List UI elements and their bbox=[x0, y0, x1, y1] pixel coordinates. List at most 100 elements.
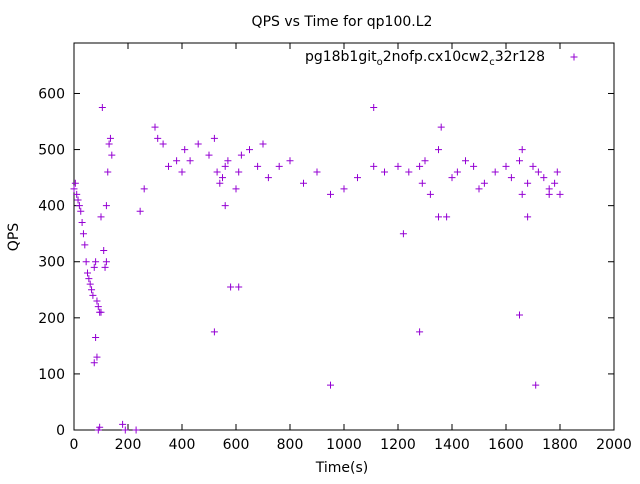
data-point bbox=[104, 168, 112, 176]
data-point bbox=[221, 202, 229, 210]
data-point bbox=[462, 157, 469, 165]
x-tick-label: 1200 bbox=[380, 437, 416, 453]
data-point bbox=[443, 213, 451, 221]
x-tick-label: 2000 bbox=[596, 437, 632, 453]
data-point bbox=[94, 303, 102, 311]
legend-label: pg18b1gito2nofp.cx10cw2c32r128 bbox=[305, 49, 545, 68]
data-point bbox=[102, 258, 110, 266]
data-point bbox=[105, 140, 113, 148]
data-point bbox=[556, 190, 564, 198]
data-point bbox=[532, 381, 540, 389]
data-point bbox=[136, 207, 144, 215]
data-point bbox=[194, 140, 202, 148]
data-point bbox=[313, 168, 321, 176]
legend-label-part: pg18b1git bbox=[305, 49, 377, 65]
x-tick-label: 800 bbox=[277, 437, 304, 453]
data-point bbox=[221, 162, 229, 170]
x-tick-label: 400 bbox=[169, 437, 196, 453]
data-point bbox=[106, 134, 114, 142]
data-point bbox=[502, 162, 510, 170]
data-point bbox=[96, 423, 104, 431]
data-point bbox=[259, 140, 267, 148]
data-point bbox=[100, 247, 108, 255]
data-point bbox=[140, 185, 148, 193]
data-point bbox=[77, 207, 85, 215]
data-point bbox=[426, 190, 434, 198]
data-point bbox=[435, 213, 442, 221]
legend-label-part: 2nofp.cx10cw2 bbox=[383, 49, 489, 65]
x-tick-label: 600 bbox=[223, 437, 250, 453]
data-point bbox=[210, 328, 218, 336]
data-point bbox=[524, 179, 532, 187]
data-point bbox=[399, 230, 407, 238]
data-point bbox=[93, 353, 101, 361]
data-point bbox=[435, 146, 442, 154]
data-point bbox=[101, 263, 109, 271]
data-point bbox=[74, 196, 82, 204]
data-point bbox=[71, 179, 79, 187]
y-tick-label: 400 bbox=[38, 199, 65, 215]
x-tick-label: 200 bbox=[115, 437, 142, 453]
data-point bbox=[181, 146, 189, 154]
legend-marker bbox=[570, 53, 578, 61]
data-point bbox=[210, 134, 218, 142]
data-point bbox=[90, 263, 98, 271]
data-point bbox=[73, 190, 81, 198]
data-point bbox=[97, 308, 105, 316]
data-point bbox=[237, 151, 245, 159]
data-point bbox=[518, 146, 526, 154]
data-point bbox=[151, 123, 159, 131]
data-point bbox=[119, 420, 127, 428]
data-point bbox=[132, 426, 140, 434]
data-point bbox=[553, 168, 561, 176]
data-point bbox=[516, 311, 523, 319]
data-point bbox=[470, 162, 478, 170]
y-tick-label: 600 bbox=[38, 86, 65, 102]
data-point bbox=[235, 283, 243, 291]
data-point bbox=[121, 426, 129, 434]
data-point bbox=[79, 230, 87, 238]
data-point bbox=[227, 283, 235, 291]
data-point bbox=[173, 157, 181, 165]
data-point bbox=[370, 104, 378, 111]
data-point bbox=[551, 179, 559, 187]
data-point bbox=[219, 174, 226, 182]
x-tick-label: 1400 bbox=[434, 437, 470, 453]
data-point bbox=[405, 168, 413, 176]
data-point bbox=[507, 174, 515, 182]
data-point bbox=[516, 157, 523, 165]
data-point bbox=[545, 190, 553, 198]
x-axis-label: Time(s) bbox=[315, 460, 368, 476]
plot-frame bbox=[73, 42, 615, 431]
chart-title: QPS vs Time for qp100.L2 bbox=[252, 14, 433, 30]
data-point bbox=[89, 291, 97, 299]
data-point bbox=[88, 286, 96, 294]
data-point bbox=[437, 123, 445, 131]
data-point bbox=[102, 202, 110, 210]
data-point bbox=[86, 280, 94, 288]
x-tick-label: 1000 bbox=[326, 437, 362, 453]
data-point bbox=[159, 140, 167, 148]
legend-label-subscript: o bbox=[377, 57, 383, 68]
data-point bbox=[78, 218, 86, 226]
data-point bbox=[286, 157, 294, 165]
data-point bbox=[327, 190, 334, 198]
x-tick-label: 1600 bbox=[488, 437, 524, 453]
data-point bbox=[92, 258, 100, 266]
data-point bbox=[416, 328, 424, 336]
data-point bbox=[224, 157, 232, 165]
data-point bbox=[246, 146, 253, 154]
data-point bbox=[491, 168, 499, 176]
data-point bbox=[453, 168, 461, 176]
data-point bbox=[70, 185, 78, 193]
y-tick-label: 500 bbox=[38, 143, 65, 159]
data-point bbox=[154, 134, 162, 142]
x-tick-label: 0 bbox=[70, 437, 79, 453]
data-point bbox=[529, 162, 537, 170]
data-point bbox=[540, 174, 548, 182]
y-tick-label: 100 bbox=[38, 367, 65, 383]
data-point bbox=[235, 168, 243, 176]
data-point bbox=[421, 157, 429, 165]
